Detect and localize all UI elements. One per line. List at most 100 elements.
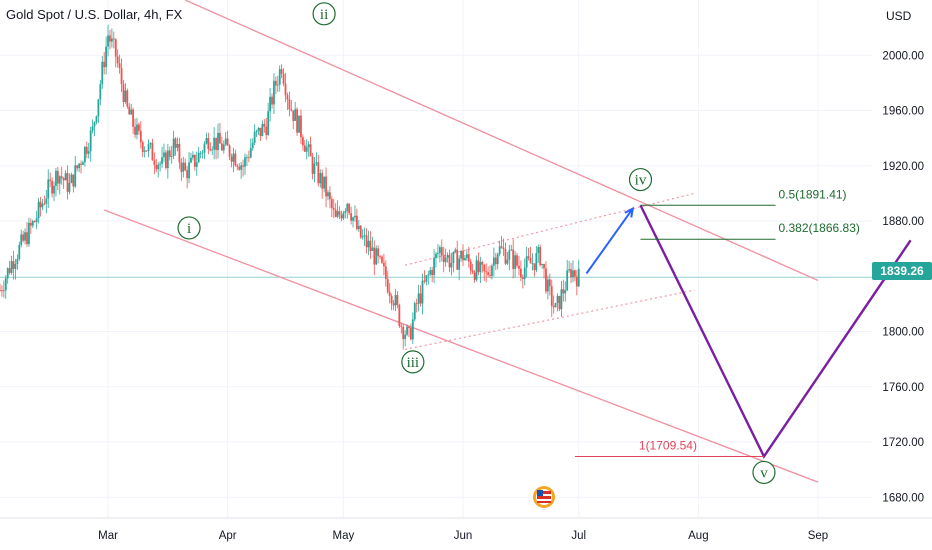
candle-body: [371, 247, 374, 251]
candle-body: [101, 61, 104, 85]
candle-body: [16, 258, 19, 264]
candle-body: [465, 254, 468, 259]
candle-body: [211, 149, 214, 151]
candle-body: [246, 157, 248, 159]
candle-body: [257, 127, 260, 131]
candle-body: [452, 251, 455, 264]
candle-body: [151, 143, 154, 161]
fibonacci-levels: 0.5(1891.41) 0.382(1866.83) 1(1709.54): [574, 187, 860, 457]
candle-body: [120, 68, 123, 85]
candle-body: [319, 173, 322, 184]
candle-body: [172, 138, 175, 157]
candle-body: [481, 262, 484, 265]
candle-body: [201, 152, 204, 154]
channel-line: [103, 209, 819, 483]
candle-body: [330, 199, 333, 209]
candle-body: [494, 257, 497, 265]
candle-body: [95, 116, 98, 123]
candle-body: [174, 138, 177, 148]
candle-body: [205, 138, 208, 144]
projection-arrow: [585, 208, 634, 275]
candle-body: [365, 235, 368, 248]
candle-body: [402, 326, 405, 340]
candle-body: [147, 144, 150, 152]
candle-body: [149, 143, 152, 145]
candle-body: [276, 84, 279, 86]
candle-body: [491, 265, 493, 276]
candle-body: [165, 152, 167, 169]
candle-body: [377, 248, 380, 257]
candle-body: [68, 182, 71, 192]
candle-body: [477, 260, 480, 273]
candle-body: [473, 272, 476, 280]
fib-label: 1(1709.54): [639, 438, 697, 452]
currency-label: USD: [886, 9, 912, 23]
candle-body: [342, 212, 345, 219]
candle-body: [421, 280, 424, 304]
candle-body: [222, 144, 225, 151]
x-tick-label: Jun: [454, 530, 473, 542]
candle-body: [346, 203, 349, 212]
candle-body: [282, 73, 285, 84]
fib-label: 0.382(1866.83): [778, 221, 859, 235]
economic-event-icon[interactable]: [533, 486, 555, 508]
candle-body: [396, 295, 399, 305]
candle-body: [170, 156, 173, 157]
candle-body: [31, 221, 34, 226]
candle-body: [500, 246, 503, 248]
candle-body: [178, 144, 181, 163]
candle-body: [110, 38, 113, 42]
candle-body: [33, 221, 36, 223]
candle-body: [471, 270, 474, 273]
trend-channels: [103, 0, 819, 483]
candle-body: [437, 253, 439, 254]
candle-body: [126, 90, 129, 107]
wave-label: iv: [635, 173, 647, 189]
candle-body: [533, 263, 536, 271]
candle-body: [141, 142, 144, 152]
candle-body: [435, 253, 437, 258]
candle-body: [388, 292, 391, 296]
candle-body: [301, 137, 304, 146]
candle-body: [267, 111, 270, 136]
candle-body: [244, 157, 246, 167]
candle-body: [340, 214, 343, 219]
candle-body: [1, 290, 3, 292]
candle-body: [543, 263, 545, 269]
candle-body: [207, 138, 210, 150]
candle-body: [51, 181, 53, 194]
candle-body: [139, 130, 142, 143]
candle-body: [361, 236, 364, 238]
candle-body: [138, 124, 140, 131]
candle-body: [429, 270, 432, 275]
candle-body: [41, 203, 44, 208]
candle-body: [261, 123, 264, 137]
candle-body: [383, 262, 385, 267]
candle-body: [58, 176, 61, 184]
candle-body: [525, 256, 528, 268]
wave-label: i: [187, 221, 191, 237]
projection-path: [639, 204, 912, 459]
candle-body: [317, 162, 320, 184]
candle-body: [498, 246, 501, 255]
y-tick-label: 1880.00: [882, 216, 924, 228]
candle-body: [354, 215, 356, 218]
x-tick-label: Mar: [98, 530, 118, 542]
candle-body: [356, 215, 358, 230]
candle-body: [35, 218, 38, 223]
candle-body: [85, 146, 88, 154]
x-tick-label: May: [333, 530, 355, 542]
candle-body: [64, 173, 67, 181]
candle-body: [550, 286, 553, 306]
candle-body: [514, 255, 516, 269]
candle-body: [176, 144, 179, 148]
candle-body: [72, 174, 75, 187]
candle-body: [315, 162, 318, 164]
candle-body: [375, 248, 378, 265]
candle-body: [460, 251, 462, 259]
candle-body: [415, 303, 418, 305]
candle-body: [60, 176, 63, 179]
candle-body: [400, 326, 403, 327]
